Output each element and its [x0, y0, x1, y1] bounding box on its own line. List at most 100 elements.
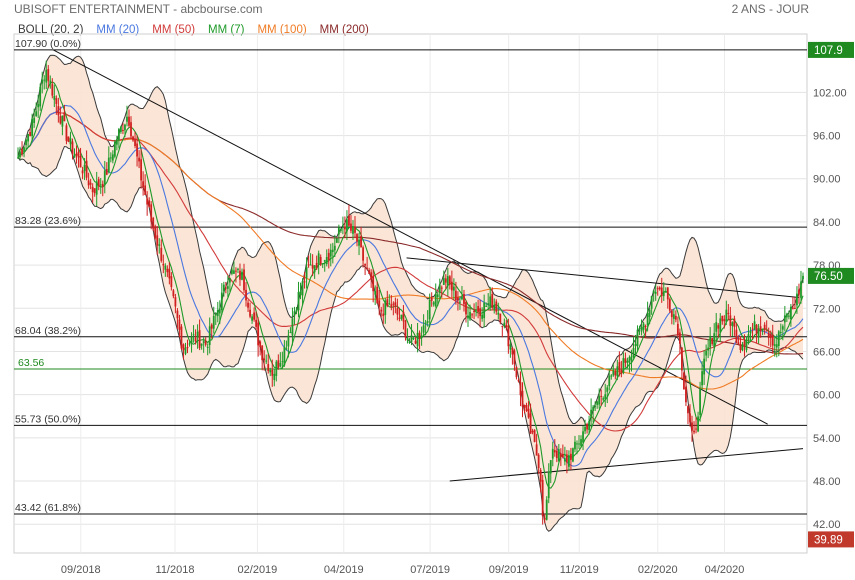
candle-body: [771, 334, 774, 346]
candle-body: [557, 449, 560, 462]
x-tick-label: 04/2020: [705, 564, 745, 576]
legend-mm200[interactable]: MM (200): [319, 24, 369, 36]
candle-body: [190, 336, 193, 344]
candle-body: [432, 302, 435, 305]
candle-body: [77, 151, 80, 158]
candle-body: [753, 321, 756, 330]
candle-body: [35, 111, 38, 116]
candle-body: [321, 263, 324, 265]
candle-body: [152, 217, 155, 229]
candle-body: [339, 228, 342, 231]
candle-body: [124, 124, 126, 131]
candle-body: [374, 290, 377, 295]
candle-body: [420, 335, 423, 338]
candle-body: [378, 300, 381, 307]
trend-line: [406, 257, 800, 298]
legend-mm20[interactable]: MM (20): [96, 24, 140, 36]
candle-body: [202, 341, 205, 343]
candle-body: [196, 331, 199, 338]
candle-body: [751, 328, 754, 330]
candle-body: [166, 268, 169, 273]
candle-body: [154, 226, 157, 239]
candle-body: [25, 139, 27, 146]
candle-body: [545, 499, 548, 520]
moving-average-100: [27, 111, 804, 390]
candle-body: [295, 309, 298, 312]
candle-body: [685, 386, 687, 403]
y-tick-label: 42.00: [813, 519, 841, 531]
candle-body: [735, 329, 738, 343]
candle-body: [527, 408, 530, 418]
legend-mm50[interactable]: MM (50): [152, 24, 196, 36]
candle-body: [622, 357, 625, 373]
candle-body: [97, 179, 100, 187]
candle-body: [235, 270, 237, 272]
candle-body: [644, 325, 647, 328]
y-tick-label: 66.00: [813, 346, 841, 358]
candle-body: [136, 143, 138, 157]
candle-body: [222, 284, 225, 292]
candle-body: [356, 234, 358, 242]
candle-body: [29, 131, 32, 137]
candle-body: [115, 139, 118, 145]
candle-body: [426, 321, 429, 323]
candle-body: [507, 325, 510, 347]
legend-mm7[interactable]: MM (7): [208, 24, 245, 36]
candle-body: [358, 239, 360, 246]
candle-body: [67, 136, 70, 142]
candle-body: [531, 430, 534, 433]
candle-body: [279, 362, 282, 367]
legend-mm100[interactable]: MM (100): [257, 24, 307, 36]
price-tag-label: 107.9: [814, 45, 843, 57]
candle-body: [61, 115, 64, 127]
candle-body: [325, 257, 328, 265]
candle-body: [63, 112, 66, 122]
candle-body: [297, 292, 300, 311]
candle-body: [164, 265, 167, 270]
candle-body: [630, 356, 633, 361]
candle-body: [578, 443, 580, 445]
x-tick-label: 07/2019: [410, 564, 450, 576]
candle-body: [679, 332, 681, 344]
candle-body: [648, 309, 651, 318]
candle-body: [424, 322, 427, 325]
candle-body: [586, 424, 588, 430]
x-tick-label: 02/2020: [638, 564, 678, 576]
candle-body: [533, 429, 536, 442]
fibonacci-label: 68.04 (38.2%): [15, 325, 81, 337]
candle-body: [757, 328, 760, 338]
candle-body: [652, 290, 655, 294]
candle-body: [705, 350, 708, 356]
candle-body: [642, 323, 645, 330]
plot-frame: [13, 33, 808, 554]
candle-body: [785, 313, 788, 318]
candle-body: [670, 310, 673, 317]
candle-body: [628, 357, 631, 363]
candle-body: [228, 277, 231, 283]
candle-body: [598, 396, 601, 405]
candle-body: [707, 347, 710, 351]
candle-body: [588, 420, 590, 431]
candle-body: [634, 343, 637, 347]
candle-body: [293, 311, 296, 316]
candle-body: [55, 98, 58, 104]
candle-body: [341, 225, 344, 227]
candle-body: [529, 413, 532, 434]
candle-body: [442, 278, 445, 285]
fibonacci-label: 83.28 (23.6%): [15, 215, 81, 227]
candle-body: [21, 149, 23, 154]
candle-body: [180, 326, 183, 349]
candle-body: [422, 325, 425, 333]
candle-body: [212, 315, 215, 329]
candle-body: [138, 157, 140, 162]
candle-body: [239, 270, 241, 280]
candle-body: [493, 305, 496, 310]
candle-body: [51, 84, 54, 96]
legend-boll[interactable]: BOLL (20, 2): [18, 24, 84, 36]
candle-body: [523, 404, 526, 408]
candle-body: [172, 290, 175, 297]
candle-body: [134, 139, 136, 147]
candle-body: [681, 347, 683, 371]
candle-body: [370, 272, 373, 279]
candle-body: [299, 291, 302, 296]
